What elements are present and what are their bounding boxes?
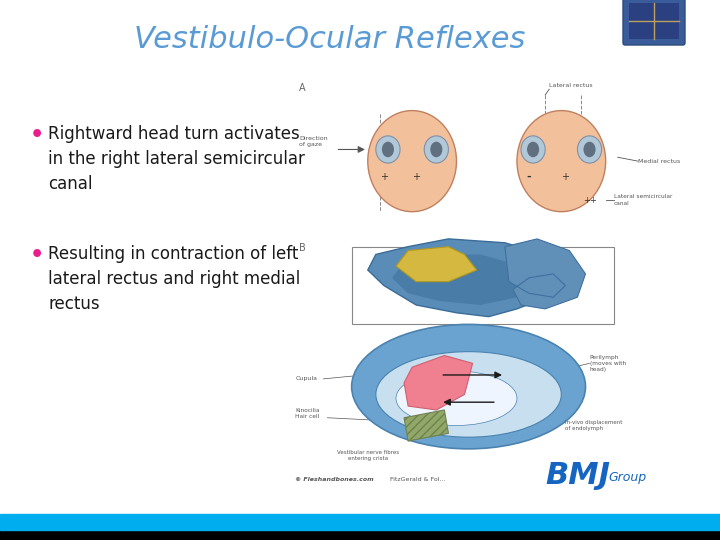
Text: Resulting in contraction of left
lateral rectus and right medial
rectus: Resulting in contraction of left lateral… — [48, 245, 300, 313]
Bar — [0, 514, 720, 530]
Text: B: B — [300, 243, 306, 253]
Text: Perilymph
(moves with
head): Perilymph (moves with head) — [590, 355, 626, 372]
Text: -: - — [527, 172, 531, 181]
Ellipse shape — [368, 111, 456, 212]
Ellipse shape — [521, 136, 545, 163]
Ellipse shape — [376, 352, 562, 437]
Text: A: A — [300, 83, 306, 93]
Text: +: + — [412, 172, 420, 181]
Polygon shape — [396, 247, 477, 282]
Text: Vestibular nerve fibres
entering crista: Vestibular nerve fibres entering crista — [337, 450, 399, 461]
Bar — [629, 3, 679, 39]
Polygon shape — [392, 254, 537, 305]
Ellipse shape — [424, 136, 449, 163]
Ellipse shape — [431, 141, 442, 157]
Ellipse shape — [517, 111, 606, 212]
Text: Group: Group — [608, 470, 646, 483]
Text: In-vivo displacement
of endolymph: In-vivo displacement of endolymph — [565, 420, 623, 431]
Ellipse shape — [583, 141, 595, 157]
Text: Vestibulo-Ocular Reflexes: Vestibulo-Ocular Reflexes — [135, 25, 526, 55]
Text: +: + — [562, 172, 570, 181]
Polygon shape — [505, 239, 585, 309]
Text: Lateral rectus: Lateral rectus — [549, 83, 593, 89]
Text: Cupula: Cupula — [295, 376, 318, 381]
Ellipse shape — [382, 141, 394, 157]
Text: +: + — [380, 172, 388, 181]
Bar — [0, 530, 720, 540]
Text: MOB TCD: MOB TCD — [629, 8, 672, 17]
Ellipse shape — [376, 136, 400, 163]
Text: Lateral semicircular
canal: Lateral semicircular canal — [613, 194, 672, 206]
Ellipse shape — [577, 136, 602, 163]
Text: Medial rectus: Medial rectus — [638, 159, 680, 164]
Bar — [351, 247, 613, 325]
Ellipse shape — [351, 325, 585, 449]
Text: •: • — [30, 245, 44, 265]
Text: © Fleshandbones.com: © Fleshandbones.com — [295, 477, 374, 482]
Text: Rightward head turn activates
in the right lateral semicircular
canal: Rightward head turn activates in the rig… — [48, 125, 305, 193]
Text: FitzGerald & Fol...: FitzGerald & Fol... — [388, 477, 446, 482]
FancyBboxPatch shape — [623, 0, 685, 45]
Text: ++: ++ — [582, 195, 596, 205]
Text: BMJ: BMJ — [545, 461, 610, 489]
Ellipse shape — [527, 141, 539, 157]
Polygon shape — [404, 355, 472, 410]
Polygon shape — [404, 410, 449, 441]
Polygon shape — [368, 239, 570, 316]
Ellipse shape — [396, 371, 517, 426]
Text: Direction
of gaze: Direction of gaze — [300, 136, 328, 147]
Text: Kinocilia
Hair cell: Kinocilia Hair cell — [295, 408, 320, 419]
Text: •: • — [30, 125, 44, 145]
